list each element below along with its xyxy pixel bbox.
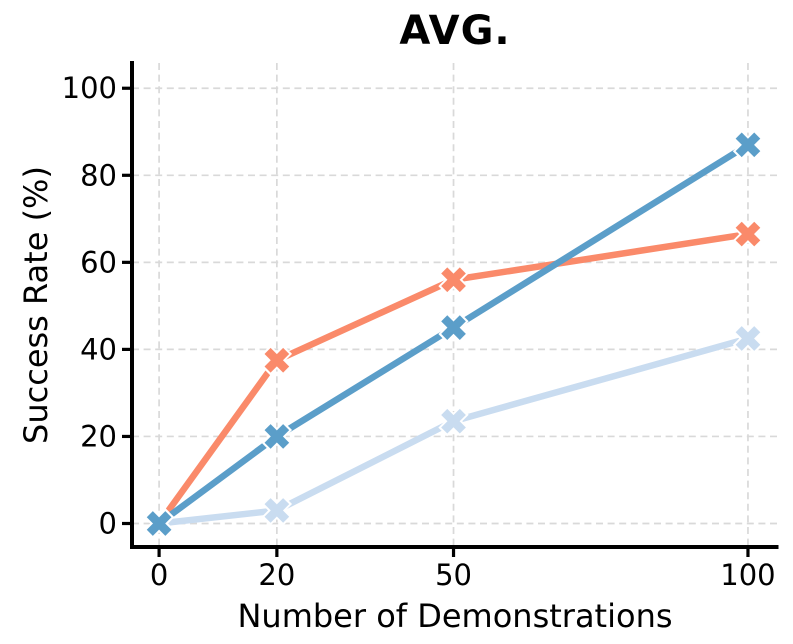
x-axis-label: Number of Demonstrations — [237, 597, 673, 635]
x-tick-label: 50 — [435, 558, 472, 592]
marker-blue — [441, 315, 466, 340]
marker-blue — [264, 424, 290, 449]
x-tick-label: 100 — [720, 558, 775, 592]
marker-light-blue — [264, 498, 290, 523]
y-tick-label: 60 — [80, 245, 117, 279]
x-tick-label: 20 — [258, 558, 295, 592]
chart-title: AVG. — [399, 8, 511, 54]
series-line-light-blue — [155, 335, 752, 527]
marker-orange — [264, 347, 290, 373]
marker-orange — [441, 267, 466, 293]
y-tick-label: 80 — [80, 158, 117, 192]
x-tick-label: 0 — [150, 558, 168, 592]
marker-orange — [735, 221, 761, 247]
y-tick-label: 0 — [99, 506, 117, 540]
marker-light-blue — [441, 408, 466, 434]
y-tick-label: 40 — [80, 332, 117, 366]
marker-blue — [146, 511, 172, 536]
y-tick-label: 20 — [80, 419, 117, 453]
y-tick-label: 100 — [62, 71, 117, 105]
marker-blue — [735, 132, 761, 158]
series-line-orange — [155, 230, 752, 527]
series-line-blue — [155, 141, 752, 527]
marker-light-blue — [735, 326, 761, 351]
